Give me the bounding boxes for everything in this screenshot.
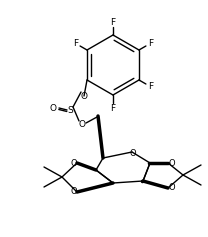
Text: O: O (71, 159, 77, 168)
Text: F: F (110, 18, 116, 27)
Text: O: O (78, 119, 85, 128)
Text: O: O (50, 104, 57, 113)
Text: F: F (148, 39, 153, 48)
Text: F: F (148, 82, 153, 91)
Text: F: F (73, 39, 78, 48)
Text: O: O (169, 159, 175, 168)
Text: S: S (67, 105, 73, 114)
Text: O: O (130, 149, 136, 158)
Text: O: O (80, 91, 88, 100)
Text: O: O (169, 183, 175, 192)
Text: O: O (71, 187, 77, 196)
Text: F: F (110, 104, 116, 113)
